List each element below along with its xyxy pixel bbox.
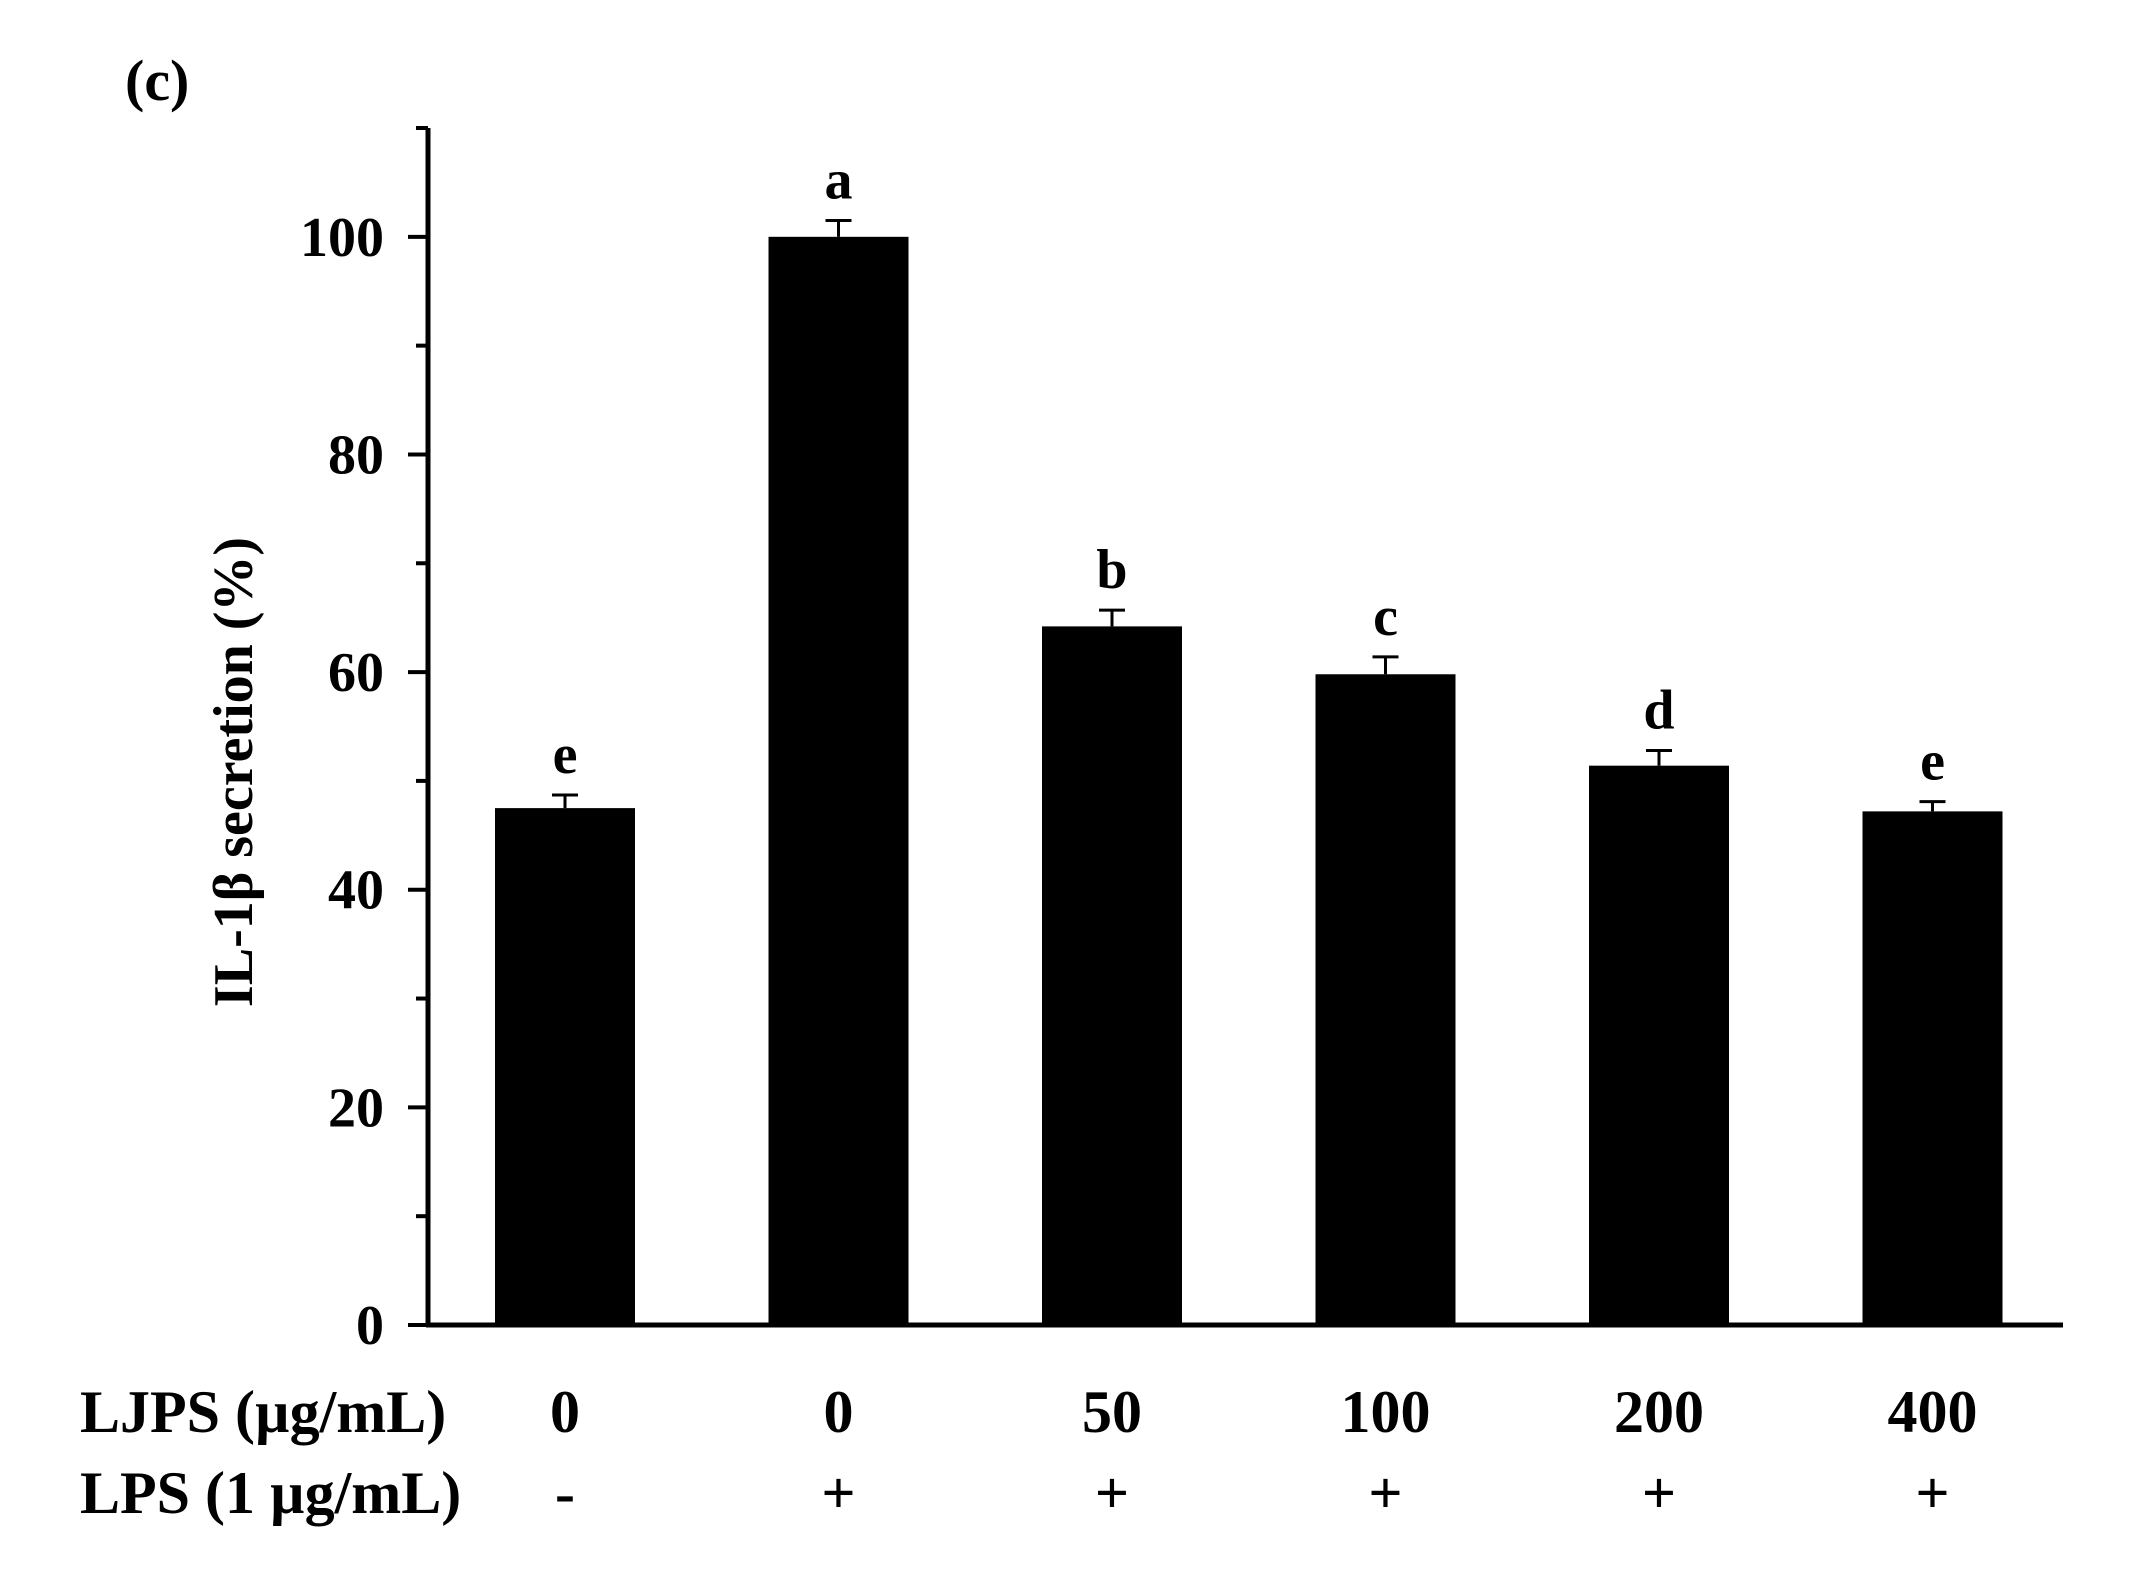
y-tick-label: 80 (328, 424, 384, 486)
treatment-value: + (1095, 1460, 1129, 1526)
significance-letter: c (1373, 586, 1398, 648)
treatment-row: LPS (1 µg/mL) - + + + + + (80, 1460, 1950, 1526)
treatment-value: 0 (824, 1379, 854, 1445)
treatment-value: + (1368, 1460, 1402, 1526)
treatment-value: + (1642, 1460, 1676, 1526)
error-bar (1646, 748, 1672, 766)
significance-letter: a (825, 149, 853, 211)
significance-letter: b (1096, 539, 1127, 601)
error-bar (825, 218, 852, 237)
treatment-rows: LJPS (µg/mL) 0 0 50 100 200 400 LPS (1 µg/mL) - +… (80, 1379, 1978, 1526)
bar (1589, 765, 1729, 1325)
significance-letter: e (1920, 731, 1945, 793)
treatment-value: 0 (550, 1379, 580, 1445)
error-bar (552, 793, 578, 809)
bar (768, 236, 909, 1326)
treatment-row: LJPS (µg/mL) 0 0 50 100 200 400 (80, 1379, 1978, 1445)
bar (1862, 811, 2003, 1325)
treatment-value: - (555, 1460, 575, 1526)
bar (1042, 626, 1182, 1325)
bar (1315, 674, 1456, 1325)
treatment-value: 400 (1888, 1379, 1978, 1445)
error-bar (1919, 800, 1946, 812)
treatment-value: 200 (1614, 1379, 1704, 1445)
y-tick-label: 40 (328, 860, 384, 922)
treatment-value: + (1915, 1460, 1949, 1526)
treatment-row-label: LJPS (µg/mL) (80, 1379, 446, 1445)
y-tick-label: 60 (328, 642, 384, 704)
treatment-value: 50 (1082, 1379, 1142, 1445)
y-axis-title: IL-1β secretion (%) (203, 537, 265, 1007)
y-tick-label: 100 (300, 207, 384, 269)
y-tick-label: 0 (356, 1295, 384, 1357)
error-bar (1099, 608, 1125, 627)
y-tick-label: 20 (328, 1077, 384, 1139)
bar (495, 808, 635, 1325)
panel-label: (c) (125, 48, 189, 113)
significance-letter: d (1643, 679, 1674, 741)
treatment-row-label: LPS (1 µg/mL) (80, 1460, 461, 1526)
bar-series: e a b c d e (495, 149, 2003, 1326)
treatment-value: + (821, 1460, 855, 1526)
error-bar (1372, 655, 1399, 675)
significance-letter: e (553, 724, 578, 786)
treatment-value: 100 (1341, 1379, 1431, 1445)
y-axis: IL-1β secretion (%) 0 20 40 60 80 100 (203, 126, 428, 1357)
